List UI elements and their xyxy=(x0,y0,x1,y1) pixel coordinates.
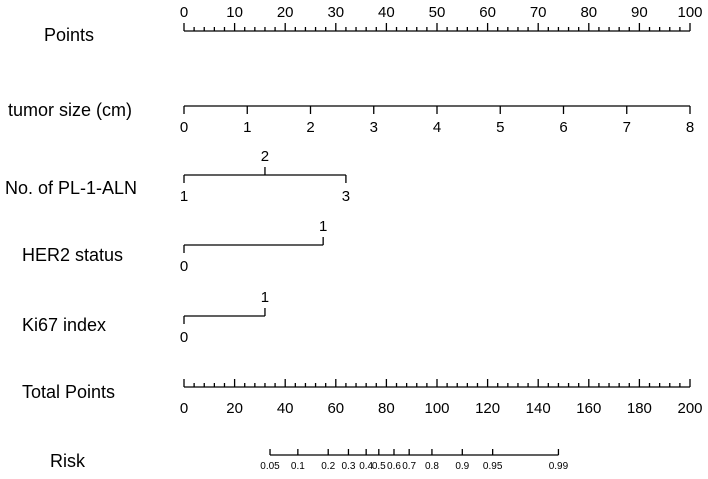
tumor-size-tick-label: 3 xyxy=(370,119,378,136)
total-points-tick-label: 20 xyxy=(226,400,243,417)
total-points-tick-label: 100 xyxy=(424,400,449,417)
row-label-total-points: Total Points xyxy=(22,382,115,402)
row-label-points: Points xyxy=(44,25,94,45)
row-risk: 0.05 0.1 0.2 0.3 0.40.5 0.6 0.7 0.8 0.9 0.95 0.99 xyxy=(260,449,569,472)
total-points-tick-label: 80 xyxy=(378,400,395,417)
risk-tick-label: 0.5 xyxy=(372,461,386,472)
points-tick-label: 50 xyxy=(429,4,446,21)
risk-tick-label: 0.9 xyxy=(455,461,469,472)
total-points-tick-label: 160 xyxy=(576,400,601,417)
ki67-tick-label: 0 xyxy=(180,329,188,346)
row-her2: 01 xyxy=(180,218,327,275)
points-tick-label: 60 xyxy=(479,4,496,21)
pl-1-aln-tick-label: 3 xyxy=(342,188,350,205)
total-points-tick-label: 120 xyxy=(475,400,500,417)
points-tick-label: 20 xyxy=(277,4,294,21)
tumor-size-tick-label: 6 xyxy=(559,119,567,136)
row-label-ki67: Ki67 index xyxy=(22,315,106,335)
risk-tick-label: 0.8 xyxy=(425,461,439,472)
row-total-points: 0 20 40 60 80 100 120 140 160 180 200 xyxy=(180,379,703,417)
tumor-size-tick-label: 0 xyxy=(180,119,188,136)
pl-1-aln-tick-label: 2 xyxy=(261,148,269,165)
total-points-tick-label: 200 xyxy=(677,400,702,417)
total-points-tick-label: 40 xyxy=(277,400,294,417)
risk-tick-label: 0.3 xyxy=(341,461,355,472)
total-points-tick-label: 140 xyxy=(526,400,551,417)
tumor-size-tick-label: 4 xyxy=(433,119,441,136)
total-points-tick-label: 60 xyxy=(327,400,344,417)
row-pl-1-aln: 1 2 3 xyxy=(180,148,350,205)
row-points: 0 10 20 30 40 50 60 70 80 90 100 xyxy=(180,4,703,32)
risk-tick-label: 0.99 xyxy=(549,461,569,472)
points-tick-label: 70 xyxy=(530,4,547,21)
risk-tick-label: 0.05 xyxy=(260,461,280,472)
tumor-size-tick-label: 8 xyxy=(686,119,694,136)
tumor-size-tick-label: 1 xyxy=(243,119,251,136)
her2-tick-label: 1 xyxy=(319,218,327,235)
risk-tick-label: 0.4 xyxy=(359,461,373,472)
row-label-tumor-size: tumor size (cm) xyxy=(8,100,132,120)
points-tick-label: 100 xyxy=(677,4,702,21)
points-tick-label: 10 xyxy=(226,4,243,21)
total-points-tick-label: 0 xyxy=(180,400,188,417)
points-tick-label: 30 xyxy=(327,4,344,21)
points-tick-label: 80 xyxy=(580,4,597,21)
row-label-pl-1-aln: No. of PL-1-ALN xyxy=(5,178,137,198)
row-label-risk: Risk xyxy=(50,451,86,471)
row-label-her2: HER2 status xyxy=(22,245,123,265)
points-tick-label: 40 xyxy=(378,4,395,21)
row-labels: Points tumor size (cm) No. of PL-1-ALN HER2… xyxy=(5,25,137,471)
tumor-size-tick-label: 2 xyxy=(306,119,314,136)
her2-tick-label: 0 xyxy=(180,258,188,275)
risk-tick-label: 0.7 xyxy=(402,461,416,472)
row-tumor-size: 0 1 2 3 4 5 6 7 8 xyxy=(180,105,694,136)
risk-tick-label: 0.6 xyxy=(387,461,401,472)
row-ki67: 01 xyxy=(180,289,269,346)
pl-1-aln-tick-label: 1 xyxy=(180,188,188,205)
points-tick-label: 0 xyxy=(180,4,188,21)
ki67-tick-label: 1 xyxy=(261,289,269,306)
total-points-tick-label: 180 xyxy=(627,400,652,417)
tumor-size-tick-label: 7 xyxy=(623,119,631,136)
risk-tick-label: 0.95 xyxy=(483,461,503,472)
risk-tick-label: 0.2 xyxy=(321,461,335,472)
points-tick-label: 90 xyxy=(631,4,648,21)
tumor-size-tick-label: 5 xyxy=(496,119,504,136)
risk-tick-label: 0.1 xyxy=(291,461,305,472)
